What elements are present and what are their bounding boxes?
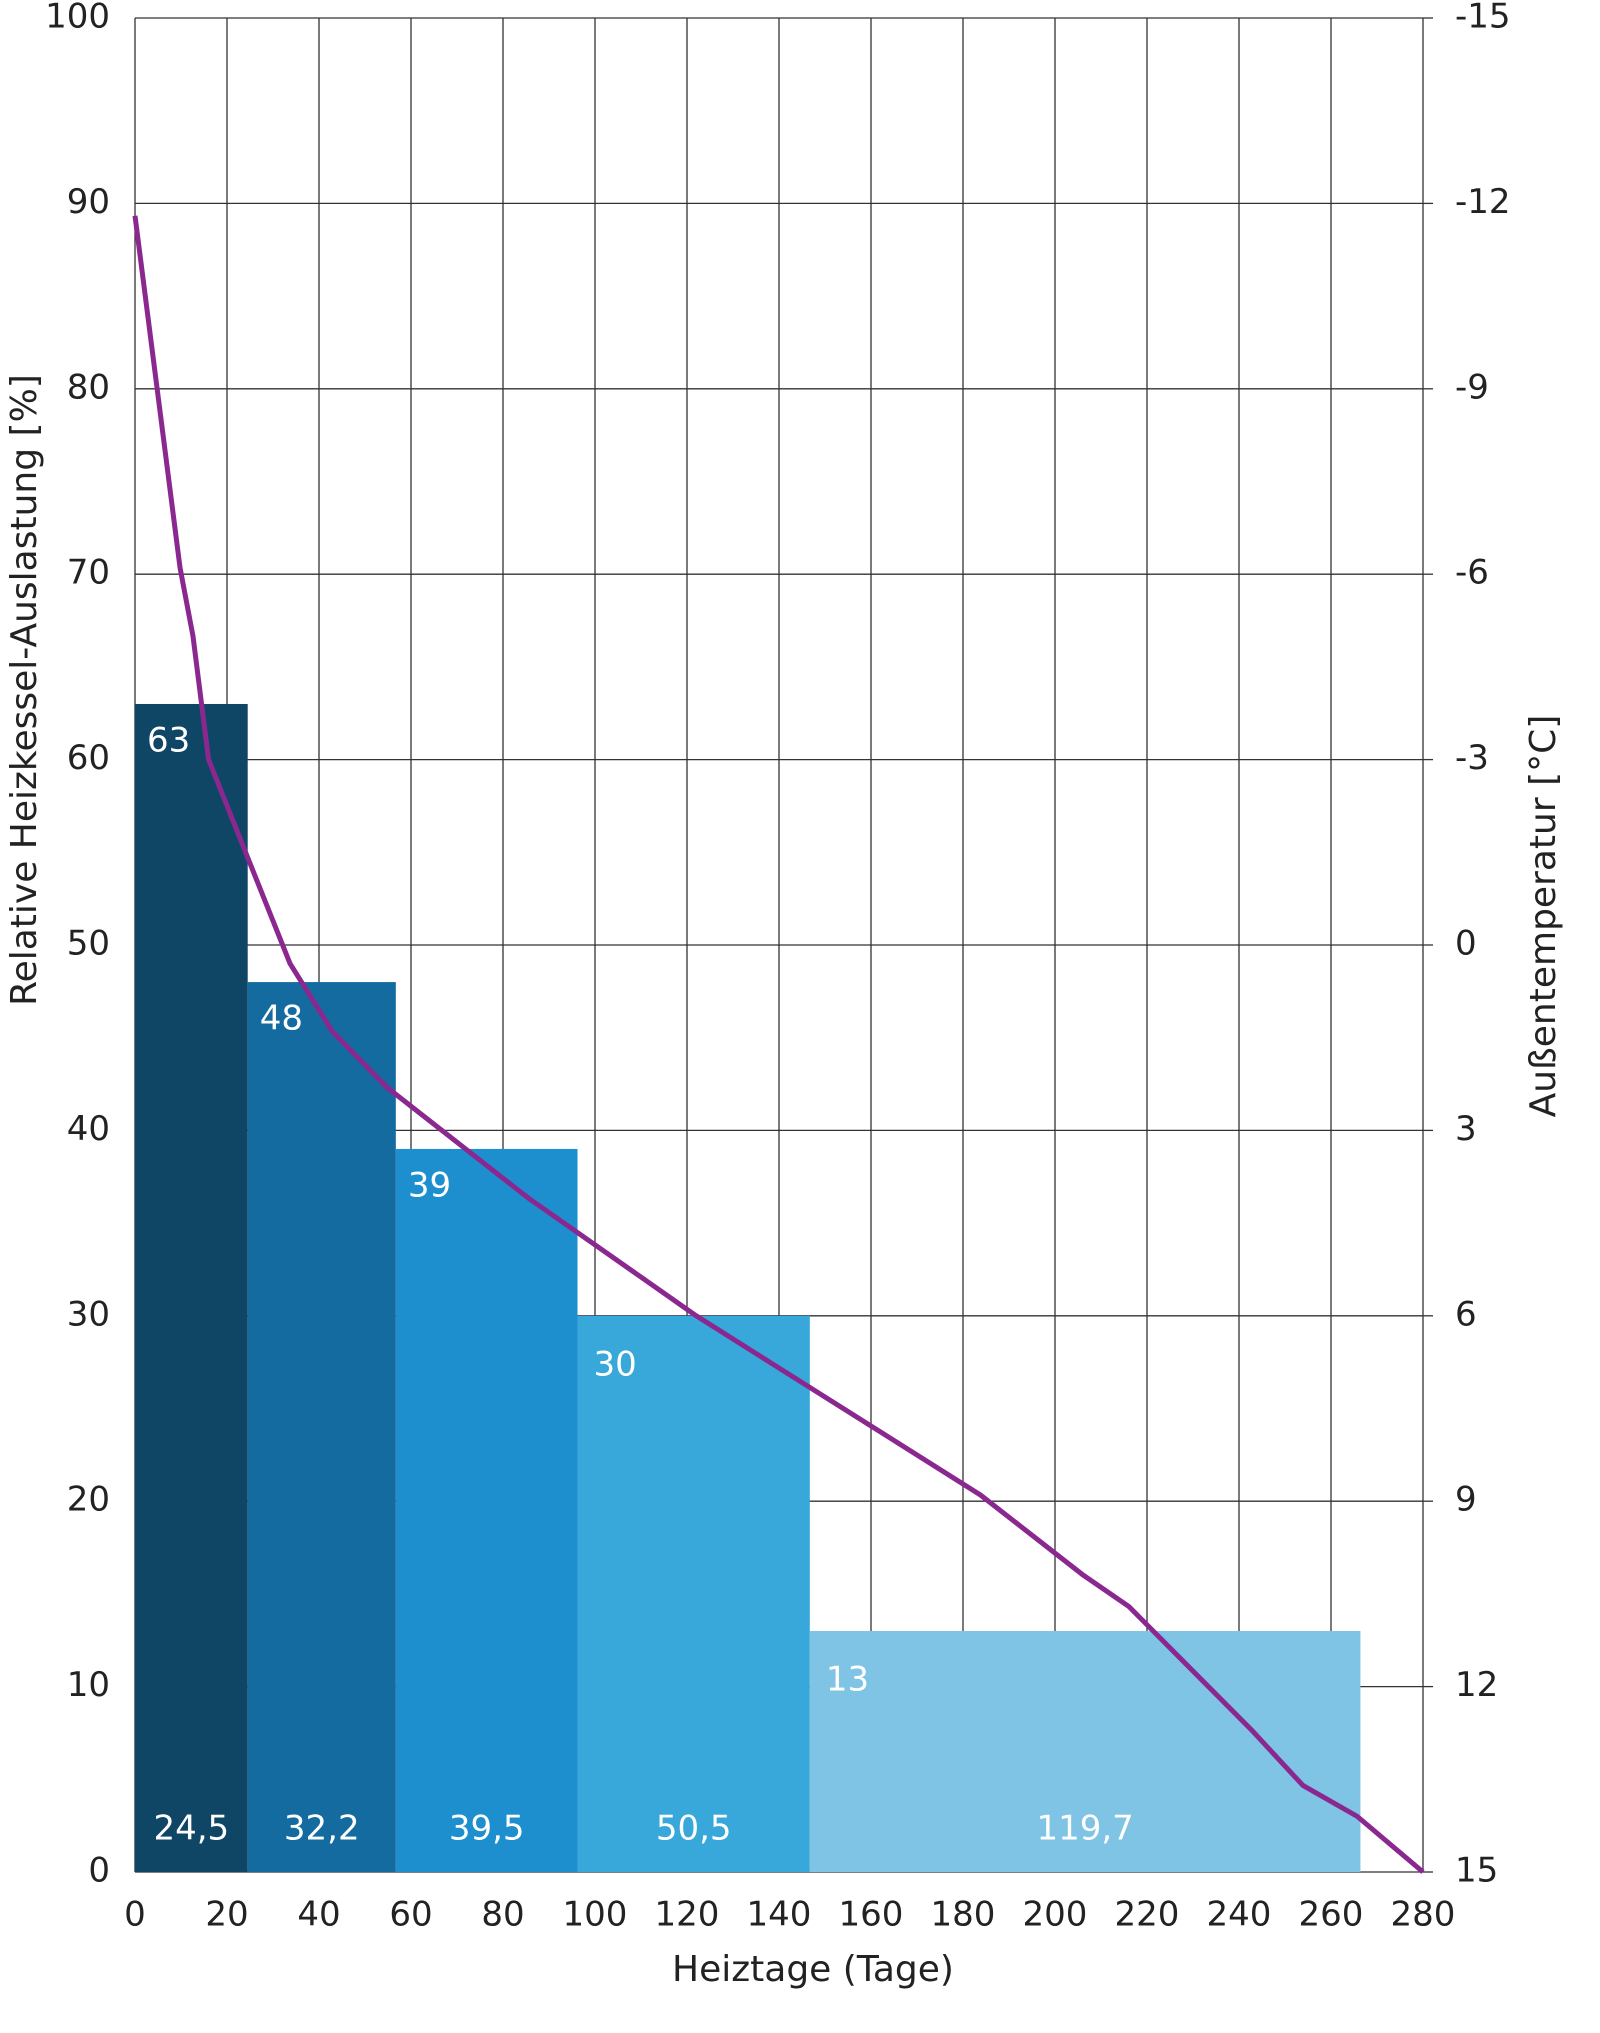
x-tick-label: 60 <box>389 1895 432 1935</box>
x-tick-label: 140 <box>747 1895 812 1935</box>
x-tick-label: 280 <box>1391 1895 1456 1935</box>
y-tick-label: 80 <box>67 367 110 407</box>
y-axis-title: Relative Heizkessel-Auslastung [%] <box>4 374 45 1006</box>
bar <box>577 1315 810 1872</box>
bar-value-label: 63 <box>147 720 190 760</box>
y-tick-label: 60 <box>67 738 110 778</box>
y-tick-label: 40 <box>67 1109 110 1149</box>
y-tick-label: 0 <box>88 1851 110 1891</box>
bar-width-label: 50,5 <box>656 1809 732 1849</box>
y2-tick-label: -15 <box>1455 0 1511 37</box>
x-tick-label: 160 <box>839 1895 904 1935</box>
bar-value-label: 48 <box>260 999 303 1039</box>
bar-width-label: 24,5 <box>153 1809 229 1849</box>
y-tick-label: 20 <box>67 1480 110 1520</box>
bar <box>395 1148 578 1872</box>
bar-width-label: 119,7 <box>1036 1809 1133 1849</box>
bar-width-label: 32,2 <box>284 1809 360 1849</box>
y-tick-label: 90 <box>67 182 110 222</box>
y2-tick-label: -12 <box>1455 182 1511 222</box>
y2-tick-label: 9 <box>1455 1480 1477 1520</box>
x-tick-label: 240 <box>1207 1895 1272 1935</box>
y2-tick-label: 3 <box>1455 1109 1477 1149</box>
y-tick-label: 10 <box>67 1665 110 1705</box>
x-tick-label: 200 <box>1023 1895 1088 1935</box>
y2-tick-label: 12 <box>1455 1665 1498 1705</box>
x-tick-label: 180 <box>931 1895 996 1935</box>
x-axis-title: Heiztage (Tage) <box>672 1949 954 1990</box>
temperature-line <box>132 215 1425 1874</box>
bar-width-label: 39,5 <box>449 1809 525 1849</box>
y2-tick-label: -3 <box>1455 738 1489 778</box>
x-tick-label: 20 <box>205 1895 248 1935</box>
bar-value-label: 39 <box>408 1165 451 1205</box>
bar <box>135 703 248 1872</box>
y2-tick-label: 15 <box>1455 1851 1498 1891</box>
y2-tick-label: 0 <box>1455 924 1477 964</box>
x-tick-label: 260 <box>1299 1895 1364 1935</box>
y2-tick-label: 6 <box>1455 1294 1477 1334</box>
x-tick-label: 40 <box>297 1895 340 1935</box>
bar-value-label: 13 <box>826 1659 869 1699</box>
x-tick-label: 220 <box>1115 1895 1180 1935</box>
x-tick-label: 80 <box>481 1895 524 1935</box>
x-tick-label: 120 <box>655 1895 720 1935</box>
bar-value-label: 30 <box>594 1344 637 1384</box>
x-tick-label: 0 <box>124 1895 146 1935</box>
y-tick-label: 50 <box>67 924 110 964</box>
y-tick-label: 100 <box>45 0 110 37</box>
y2-axis-title: Außentemperatur [°C] <box>1523 715 1564 1118</box>
y2-tick-label: -9 <box>1455 367 1489 407</box>
x-tick-label: 100 <box>563 1895 628 1935</box>
y-tick-label: 70 <box>67 553 110 593</box>
y2-tick-label: -6 <box>1455 553 1489 593</box>
bar <box>247 982 396 1872</box>
y-tick-label: 30 <box>67 1294 110 1334</box>
